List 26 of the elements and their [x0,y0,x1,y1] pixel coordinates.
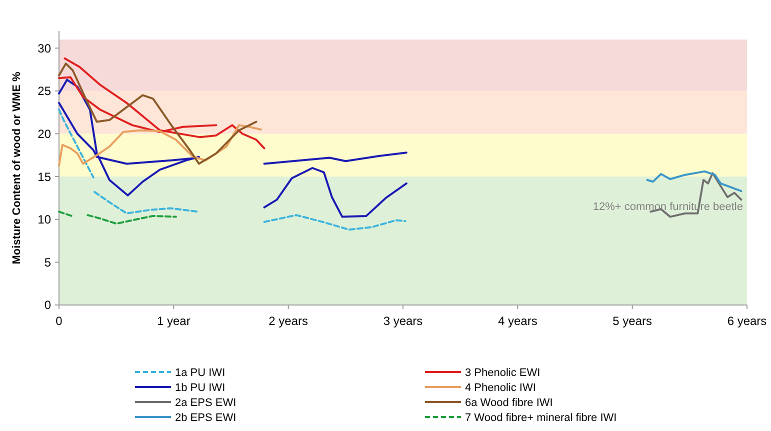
legend-label: 1a PU IWI [175,366,226,379]
legend-label: 3 Phenolic EWI [465,366,540,379]
line-series [646,170,742,192]
y-tick-label: 15 [38,170,52,184]
legend-label: 2b EPS EWI [175,412,236,424]
x-tick-label: 1 year [156,314,190,328]
x-tick-label: 3 years [383,314,423,328]
y-tick-label: 0 [44,298,52,312]
legend-label: 4 Phenolic IWI [465,382,536,394]
x-tick-label: 5 years [612,314,652,328]
line-series [58,124,262,166]
y-tick-label: 25 [38,84,52,98]
y-tick-label: 20 [38,126,52,141]
x-tick-label: 2 years [268,314,308,328]
legend-label: 7 Wood fibre+ mineral fibre IWI [465,412,617,424]
x-tick-label: 4 years [498,314,538,328]
y-axis-title: Moisture Content of wood or WME % [11,72,23,264]
line-series [58,62,258,165]
legend-label: 1b PU IWI [175,382,226,394]
legend-label: 2a EPS EWI [175,396,236,409]
x-tick-label: 0 [56,314,63,328]
legend-label: 6a Wood fibre IWI [465,396,553,409]
y-tick-label: 5 [44,255,52,270]
x-tick-label: 6 years [727,314,767,328]
y-tick-label: 30 [38,41,52,56]
y-tick-label: 10 [38,212,52,227]
